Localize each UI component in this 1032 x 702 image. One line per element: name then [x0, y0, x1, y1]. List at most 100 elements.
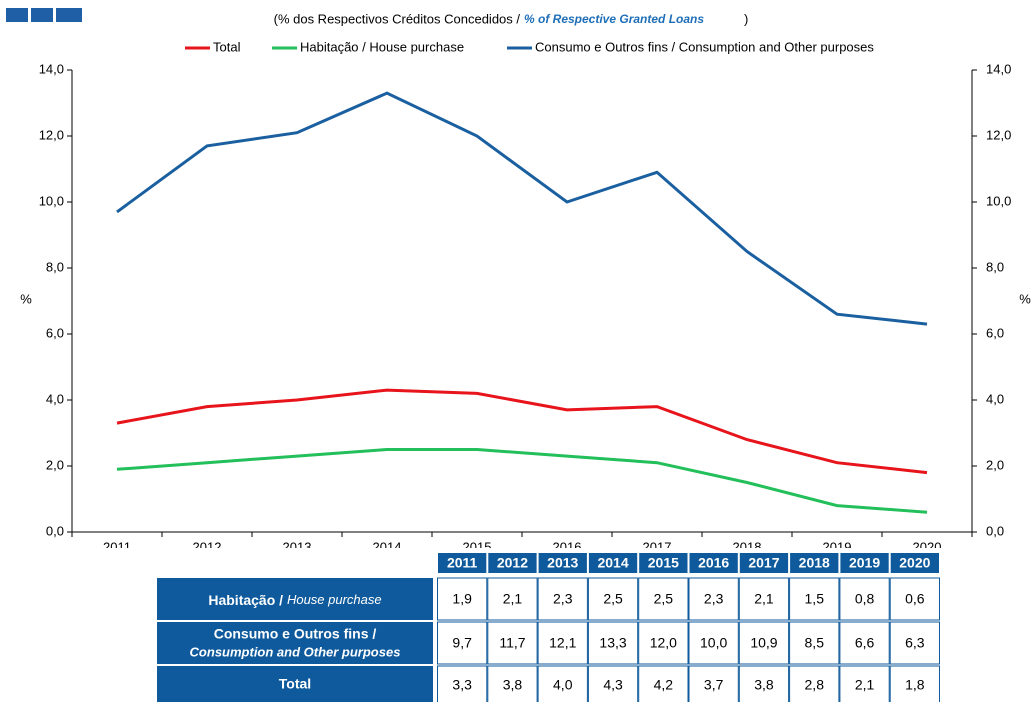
table-row-label: Habitação / House purchase [208, 592, 381, 608]
table-value: 2,3 [704, 591, 724, 607]
table-value: 8,5 [805, 635, 825, 651]
table-row-header [157, 622, 433, 664]
table-cell [537, 621, 588, 665]
table-value: 2,1 [754, 591, 774, 607]
table-cell [437, 621, 488, 665]
legend-label: Habitação / House purchase [300, 39, 464, 54]
y2-tick-label: 4,0 [986, 391, 1004, 406]
table-value: 2,1 [503, 591, 523, 607]
table-value: 3,7 [704, 677, 724, 693]
y2-tick-label: 8,0 [986, 259, 1004, 274]
y-tick-label: 8,0 [46, 259, 64, 274]
x-tick-label: 2017 [643, 539, 672, 554]
x-tick-label: 2014 [373, 539, 402, 554]
table-value: 1,8 [905, 677, 925, 693]
table-header-cell [739, 553, 789, 573]
table-cell [688, 621, 739, 665]
table-row-label-en: House purchase [287, 592, 382, 607]
table-header-cell [890, 553, 939, 573]
table-row-label-pt: Consumo e Outros fins / [214, 626, 377, 642]
table-value: 10,9 [750, 635, 777, 651]
table-cell [889, 665, 941, 702]
table-value: 1,9 [452, 591, 472, 607]
subtitle-en: % of Respective Granted Loans [524, 12, 704, 26]
table-header-label: 2015 [648, 555, 679, 571]
table-row-label: Total [279, 676, 311, 692]
table-cell [587, 621, 639, 665]
table-cell [789, 665, 840, 702]
table-cell [487, 665, 538, 702]
table-cell [587, 577, 639, 621]
table-cell [789, 577, 840, 621]
table-cell [889, 621, 941, 665]
table-value: 4,3 [603, 677, 623, 693]
x-tick-label: 2016 [553, 539, 582, 554]
table-header-cell [538, 553, 587, 573]
x-tick-label: 2018 [733, 539, 762, 554]
table-cell [638, 577, 689, 621]
table-cell [738, 577, 790, 621]
table-value: 12,0 [650, 635, 677, 651]
y-tick-label: 12,0 [39, 127, 64, 142]
y2-tick-label: 14,0 [986, 61, 1011, 76]
table-header-label: 2016 [698, 555, 729, 571]
y-tick-label: 6,0 [46, 325, 64, 340]
table-value: 9,7 [452, 635, 472, 651]
table-value: 1,5 [805, 591, 825, 607]
table-value: 3,8 [503, 677, 523, 693]
table-cell [789, 621, 840, 665]
table-cell [889, 577, 941, 621]
legend-label: Consumo e Outros fins / Consumption and … [535, 39, 874, 54]
table-row-label-pt: Habitação / [208, 592, 283, 608]
x-tick-label: 2020 [913, 539, 942, 554]
table-value: 2,1 [855, 677, 875, 693]
table-cell [437, 577, 488, 621]
table-value: 2,8 [805, 677, 825, 693]
table-cell [688, 665, 739, 702]
logo-block [6, 8, 28, 22]
table-value: 3,3 [452, 677, 472, 693]
logo-block [56, 8, 82, 22]
y-tick-label: 4,0 [46, 391, 64, 406]
y-tick-label: 2,0 [46, 457, 64, 472]
table-value: 2,3 [553, 591, 573, 607]
series-line [116, 388, 928, 475]
table-header-cell [639, 553, 688, 573]
table-value: 2,5 [603, 591, 623, 607]
table-value: 13,3 [599, 635, 626, 651]
series-line [116, 448, 928, 514]
subtitle-close: ) [744, 11, 748, 26]
subtitle: (% dos Respectivos Créditos Concedidos / [274, 11, 521, 26]
table-value: 6,3 [905, 635, 925, 651]
table-header-cell [689, 553, 738, 573]
x-tick-label: 2015 [463, 539, 492, 554]
table-value: 4,2 [654, 677, 674, 693]
table-cell [839, 577, 890, 621]
y-tick-label: 10,0 [39, 193, 64, 208]
table-header-label: 2019 [849, 555, 880, 571]
table-cell [688, 577, 739, 621]
table-value: 10,0 [700, 635, 727, 651]
y2-tick-label: 0,0 [986, 523, 1004, 538]
table-header-label: 2017 [748, 555, 779, 571]
table-cell [487, 621, 538, 665]
table-cell [587, 665, 639, 702]
table-cell [487, 577, 538, 621]
legend-label: Total [213, 39, 241, 54]
table-cell [738, 665, 790, 702]
logo-block [31, 8, 53, 22]
series-line [116, 91, 928, 326]
y2-tick-label: 10,0 [986, 193, 1011, 208]
y2-axis-label: % [1019, 291, 1031, 306]
table-row-header [157, 578, 433, 620]
table-value: 11,7 [499, 635, 525, 651]
y-tick-label: 14,0 [39, 61, 64, 76]
y2-tick-label: 12,0 [986, 127, 1011, 142]
table-cell [839, 665, 890, 702]
table-cell [437, 665, 488, 702]
x-tick-label: 2013 [283, 539, 312, 554]
table-cell [839, 621, 890, 665]
table-value: 6,6 [855, 635, 875, 651]
